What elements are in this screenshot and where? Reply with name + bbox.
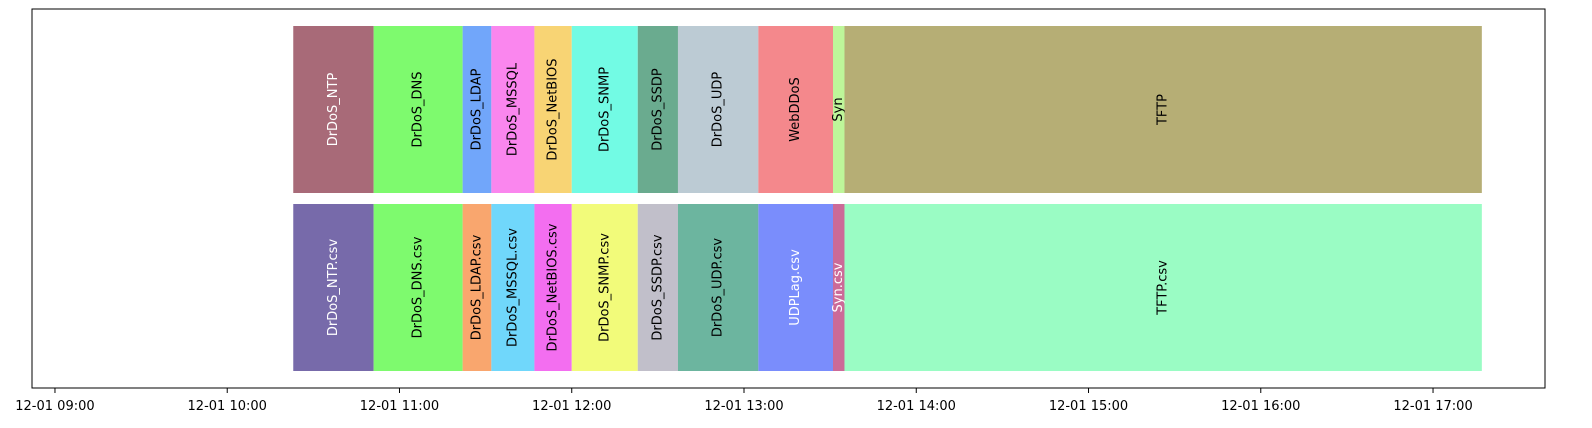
segment-label: UDPLag.csv [788,249,803,326]
x-tick-label: 12-01 13:00 [704,399,783,414]
segment-bar [844,26,1482,193]
segment-bar [833,26,845,193]
segment-label: TFTP [1156,94,1171,126]
segment-label: DrDoS_UDP.csv [711,238,726,337]
x-tick-label: 12-01 14:00 [877,399,956,414]
x-tick-label: 12-01 10:00 [188,399,267,414]
segment-bar [462,204,492,371]
segment-label: DrDoS_NetBIOS.csv [546,223,561,351]
segment-label: Syn.csv [831,262,846,312]
x-tick-label: 12-01 16:00 [1221,399,1300,414]
segment-bar [677,204,759,371]
segment-label: WebDDoS [788,77,803,142]
timeline-row-0: DrDoS_NTP DrDoS_DNS DrDoS_LDAP DrDoS_MSSQL D… [293,26,1482,193]
segment-label: Syn [831,97,846,121]
segment-label: DrDoS_NetBIOS [546,58,561,160]
segment-label: DrDoS_LDAP [470,68,485,150]
segment-label: DrDoS_MSSQL.csv [505,228,520,347]
segment-label: DrDoS_SSDP.csv [650,234,665,340]
segment-bar [844,204,1482,371]
segment-bar [293,26,374,193]
x-tick-label: 12-01 12:00 [532,399,611,414]
segment-bar [758,204,833,371]
segment-label: DrDoS_UDP [711,72,726,148]
segment-label: DrDoS_DNS [411,71,426,147]
segment-bar [373,204,463,371]
segment-bar [293,204,374,371]
segment-label: DrDoS_LDAP.csv [470,234,485,340]
x-tick-label: 12-01 09:00 [15,399,94,414]
segment-bar [833,204,845,371]
segment-bar [373,26,463,193]
x-tick-label: 12-01 17:00 [1393,399,1472,414]
segment-label: DrDoS_MSSQL [505,62,520,156]
segment-bar [534,204,572,371]
segment-bar [534,26,572,193]
segment-label: DrDoS_NTP.csv [326,239,341,337]
segment-bar [637,204,678,371]
segment-label: DrDoS_SNMP.csv [597,233,612,342]
plot-frame [31,8,1546,389]
x-axis: 12-01 09:00 12-01 10:00 12-01 11:00 12-01 1… [15,388,1473,414]
segment-label: DrDoS_SSDP [650,68,665,151]
segment-bar [491,204,535,371]
segment-bar [571,204,638,371]
x-tick-label: 12-01 11:00 [360,399,439,414]
segment-label: TFTP.csv [1156,260,1171,316]
x-tick-label: 12-01 15:00 [1049,399,1128,414]
segment-label: DrDoS_NTP [326,73,341,147]
segment-bar [462,26,492,193]
segment-label: DrDoS_DNS.csv [411,236,426,338]
timeline-row-1: DrDoS_NTP.csv DrDoS_DNS.csv DrDoS_LDAP.csv… [293,204,1482,371]
segment-label: DrDoS_SNMP [597,67,612,152]
segment-bar [758,26,833,193]
segment-bar [491,26,535,193]
rows-layer: DrDoS_NTP DrDoS_DNS DrDoS_LDAP DrDoS_MSSQL D… [293,26,1482,371]
segment-bar [571,26,638,193]
segment-bar [677,26,759,193]
segment-bar [637,26,678,193]
